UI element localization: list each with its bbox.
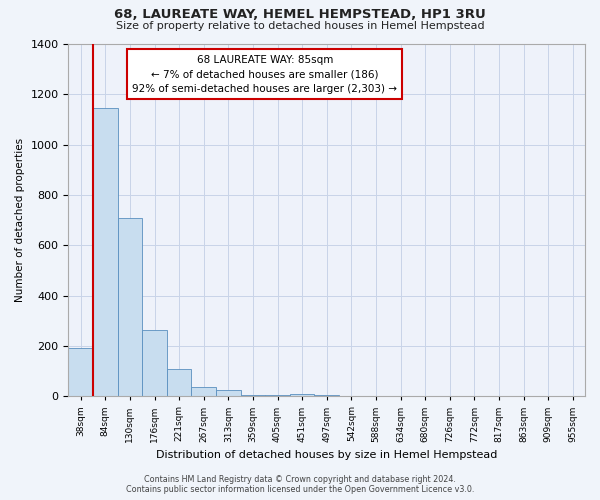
Bar <box>241 395 265 396</box>
Text: 68 LAUREATE WAY: 85sqm
← 7% of detached houses are smaller (186)
92% of semi-det: 68 LAUREATE WAY: 85sqm ← 7% of detached … <box>132 54 397 94</box>
Bar <box>118 218 142 396</box>
Bar <box>68 348 93 397</box>
Bar <box>265 395 290 396</box>
Bar <box>142 330 167 396</box>
Bar <box>167 368 191 396</box>
Bar <box>191 388 216 396</box>
Text: Contains HM Land Registry data © Crown copyright and database right 2024.
Contai: Contains HM Land Registry data © Crown c… <box>126 474 474 494</box>
X-axis label: Distribution of detached houses by size in Hemel Hempstead: Distribution of detached houses by size … <box>156 450 497 460</box>
Bar <box>290 394 314 396</box>
Bar <box>216 390 241 396</box>
Bar <box>93 108 118 397</box>
Text: Size of property relative to detached houses in Hemel Hempstead: Size of property relative to detached ho… <box>116 21 484 31</box>
Y-axis label: Number of detached properties: Number of detached properties <box>15 138 25 302</box>
Bar <box>314 395 339 396</box>
Text: 68, LAUREATE WAY, HEMEL HEMPSTEAD, HP1 3RU: 68, LAUREATE WAY, HEMEL HEMPSTEAD, HP1 3… <box>114 8 486 20</box>
